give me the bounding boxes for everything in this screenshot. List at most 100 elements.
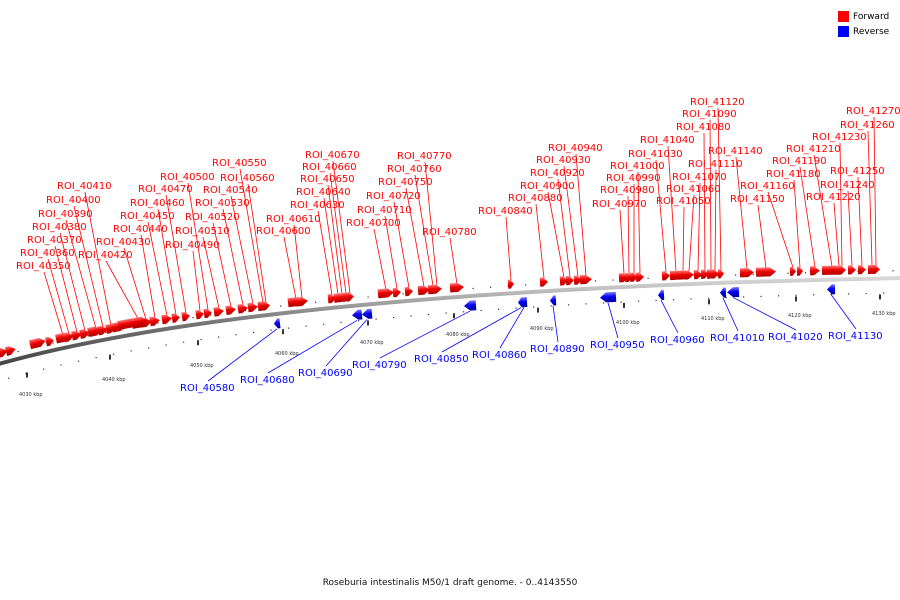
minor-dot <box>787 272 789 274</box>
forward-feature-label: ROI_40610 <box>266 214 321 225</box>
forward-gene-arrow <box>717 269 724 279</box>
major-tick <box>109 354 111 360</box>
gene-features <box>0 264 880 359</box>
forward-gene-arrow <box>629 272 638 282</box>
tick-label: 4130 kbp <box>872 311 896 317</box>
leader-line <box>202 236 220 309</box>
minor-dot <box>498 308 500 310</box>
minor-dot <box>830 293 832 295</box>
legend: Forward Reverse <box>838 9 889 39</box>
legend-reverse-label: Reverse <box>853 26 890 37</box>
minor-dot <box>148 347 150 349</box>
leader-line <box>332 160 351 294</box>
forward-feature-label: ROI_41080 <box>676 122 731 133</box>
leader-line <box>247 183 267 303</box>
forward-gene <box>181 311 190 322</box>
leader-line <box>123 247 147 320</box>
leader-line <box>637 171 641 274</box>
forward-gene <box>755 267 776 277</box>
minor-dot <box>87 335 89 337</box>
forward-feature-label: ROI_41240 <box>820 180 875 191</box>
minor-dot <box>270 329 272 331</box>
forward-gene-arrow <box>565 276 574 286</box>
tick-label: 4060 kbp <box>275 351 299 357</box>
forward-gene <box>710 269 719 279</box>
leader-line <box>73 205 104 328</box>
tick-label: 4070 kbp <box>360 340 384 346</box>
leader-line <box>283 236 297 299</box>
forward-gene-arrow <box>706 269 715 279</box>
forward-gene-arrow <box>417 285 430 296</box>
forward-feature-label: ROI_41190 <box>772 156 827 167</box>
minor-dot <box>700 275 702 277</box>
leader-line <box>873 116 877 266</box>
major-tick <box>795 296 797 302</box>
reverse-gene-arrow <box>464 300 477 311</box>
forward-gene <box>431 284 442 294</box>
forward-gene <box>63 332 74 343</box>
minor-dot <box>305 325 307 327</box>
forward-gene <box>539 277 548 287</box>
minor-dot <box>105 331 107 333</box>
forward-gene-arrow <box>203 308 212 319</box>
minor-dot <box>130 350 132 352</box>
leader-line <box>323 197 339 295</box>
leader-line <box>105 260 140 321</box>
leader-line <box>449 237 458 285</box>
forward-gene <box>261 301 270 311</box>
forward-gene-arrow <box>79 329 90 339</box>
minor-dot <box>200 339 202 341</box>
leader-line <box>557 178 571 277</box>
forward-feature-label: ROI_40390 <box>38 209 93 220</box>
forward-feature-label: ROI_40560 <box>220 173 275 184</box>
minor-dot <box>315 301 317 303</box>
forward-gene <box>4 346 16 356</box>
forward-feature-label: ROI_40770 <box>397 151 452 162</box>
forward-gene <box>871 264 880 274</box>
tick-label: 4110 kbp <box>701 316 725 322</box>
forward-gene <box>693 270 702 280</box>
leader-line <box>405 187 425 287</box>
minor-dot <box>585 303 587 305</box>
minor-dot <box>690 298 692 300</box>
major-tick <box>197 340 199 346</box>
forward-feature-label: ROI_41270 <box>846 106 900 117</box>
forward-gene <box>28 338 46 350</box>
forward-gene <box>225 305 236 316</box>
forward-gene <box>117 316 148 330</box>
minor-dot <box>43 368 45 370</box>
forward-gene <box>377 288 394 299</box>
reverse-gene <box>827 284 836 295</box>
leader-line <box>813 154 833 267</box>
forward-gene-arrow <box>635 272 644 282</box>
leader-line <box>799 166 816 267</box>
forward-gene-arrow <box>559 276 568 286</box>
leader-line <box>84 191 112 326</box>
minor-dot <box>393 316 395 319</box>
forward-feature-label: ROI_40940 <box>548 143 603 154</box>
minor-dot <box>533 306 535 308</box>
forward-gene <box>706 269 715 279</box>
forward-feature-label: ROI_40750 <box>378 177 433 188</box>
reverse-feature-label: ROI_40890 <box>530 344 585 355</box>
forward-feature-label: ROI_40930 <box>536 155 591 166</box>
reverse-gene <box>352 309 363 320</box>
forward-gene-arrow <box>404 287 413 297</box>
forward-feature-label: ROI_41180 <box>766 169 821 180</box>
forward-gene <box>97 325 108 336</box>
minor-dot <box>60 364 62 366</box>
forward-feature-label: ROI_41220 <box>806 192 861 203</box>
feature-labels: ROI_40350 ROI_40360 ROI_40370 ROI_40380 ROI_… <box>16 97 900 394</box>
forward-feature-label: ROI_40700 <box>346 218 401 229</box>
minor-dot <box>655 299 657 301</box>
leader-line <box>607 302 619 339</box>
forward-feature-label: ROI_41150 <box>730 194 785 205</box>
leader-line <box>547 191 565 278</box>
forward-feature-label: ROI_41260 <box>840 120 895 131</box>
minor-dot <box>892 270 894 272</box>
minor-dot <box>480 309 482 312</box>
leader-line <box>735 156 748 269</box>
forward-gene-arrow <box>0 348 8 359</box>
minor-dot <box>490 286 492 288</box>
reverse-gene <box>727 286 740 298</box>
